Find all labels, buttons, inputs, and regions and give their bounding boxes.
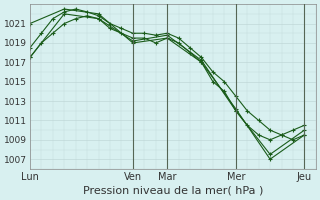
X-axis label: Pression niveau de la mer( hPa ): Pression niveau de la mer( hPa )	[83, 186, 263, 196]
